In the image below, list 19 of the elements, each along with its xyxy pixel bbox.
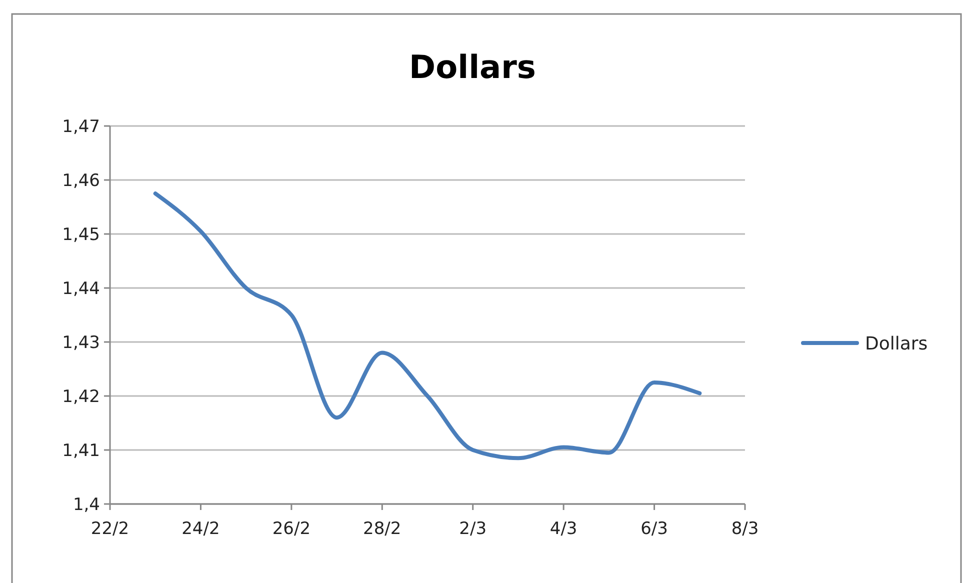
y-tick-label: 1,4	[72, 494, 100, 515]
x-tick-label: 4/3	[550, 519, 578, 539]
x-tick-label: 24/2	[182, 519, 220, 539]
x-tick-label: 2/3	[459, 519, 487, 539]
x-tick-label: 26/2	[272, 519, 311, 539]
y-tick-label: 1,46	[62, 170, 100, 191]
x-tick-label: 22/2	[90, 519, 130, 539]
y-tick-label: 1,47	[62, 116, 100, 137]
line-series	[153, 192, 702, 460]
x-tick-label: 8/3	[731, 519, 759, 539]
y-tick-label: 1,43	[62, 332, 100, 353]
chart-title: Dollars	[409, 48, 536, 86]
x-tick-label: 28/2	[363, 519, 402, 539]
y-tick-label: 1,44	[62, 278, 100, 299]
x-tick-label: 6/3	[640, 519, 668, 539]
legend-label: Dollars	[865, 333, 928, 354]
y-tick-label: 1,42	[62, 386, 100, 407]
y-tick-label: 1,41	[62, 440, 100, 461]
y-tick-label: 1,45	[62, 224, 100, 245]
